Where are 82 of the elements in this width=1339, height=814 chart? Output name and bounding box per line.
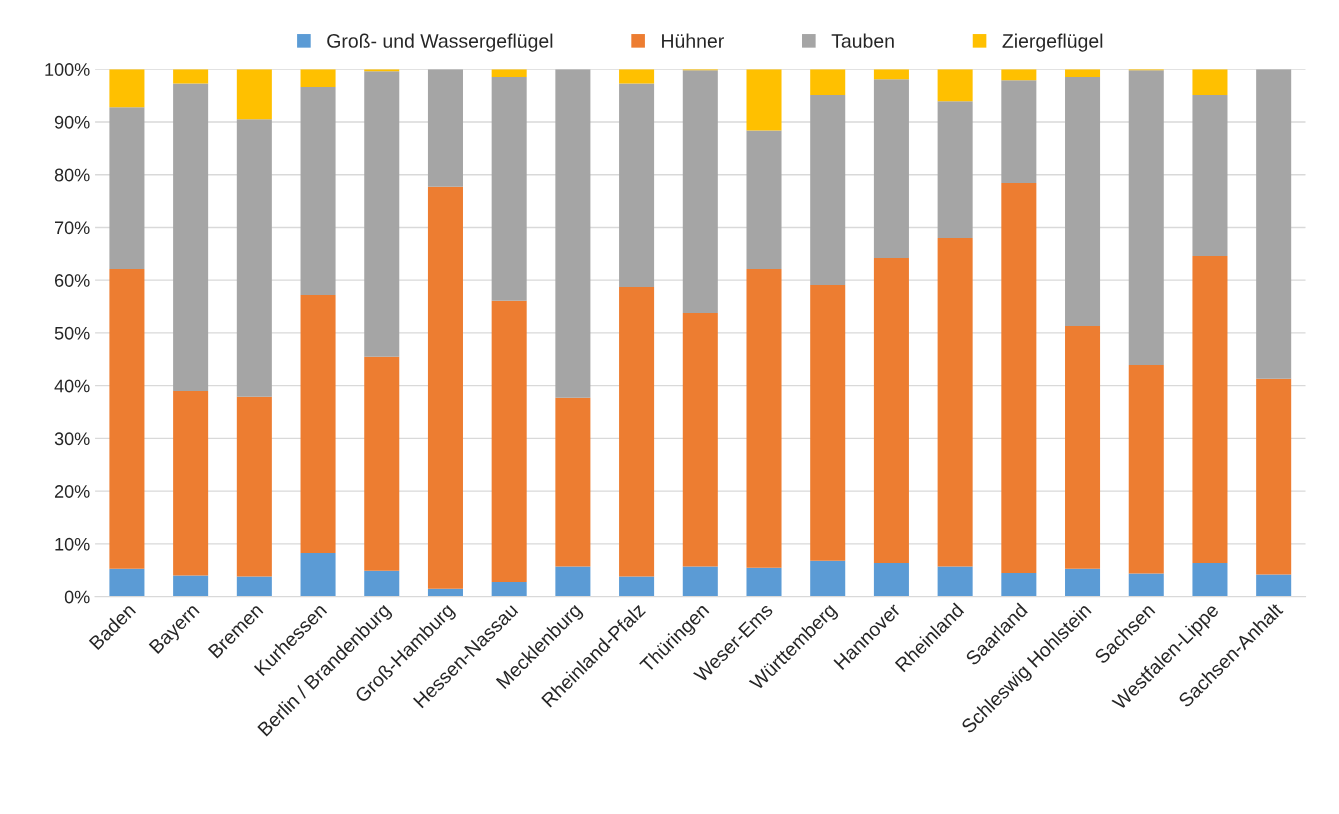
bar bbox=[364, 356, 400, 571]
bar bbox=[300, 294, 336, 553]
bar bbox=[1256, 69, 1292, 379]
bar bbox=[427, 69, 463, 187]
bar bbox=[364, 71, 400, 357]
bar bbox=[1001, 183, 1037, 573]
bar bbox=[810, 560, 846, 597]
legend-label: Hühner bbox=[662, 33, 724, 48]
bar bbox=[427, 186, 463, 589]
bar bbox=[1192, 562, 1228, 597]
bar bbox=[173, 83, 209, 391]
bar bbox=[555, 69, 591, 398]
bar bbox=[937, 69, 973, 102]
bar bbox=[873, 69, 909, 80]
bar bbox=[937, 101, 973, 238]
bar bbox=[109, 568, 145, 597]
bar bbox=[1001, 80, 1037, 184]
bar bbox=[109, 269, 145, 569]
y-tick-label: 0% bbox=[64, 590, 90, 604]
bar bbox=[746, 69, 782, 131]
y-tick-label: 40% bbox=[54, 379, 90, 393]
bar bbox=[682, 312, 718, 567]
bar bbox=[173, 575, 209, 597]
bar bbox=[873, 258, 909, 563]
bar bbox=[1128, 365, 1164, 574]
bar bbox=[746, 567, 782, 597]
bar bbox=[1001, 572, 1037, 597]
bar bbox=[1001, 69, 1037, 81]
y-tick-label: 50% bbox=[54, 326, 90, 340]
bar bbox=[682, 70, 718, 313]
bar bbox=[236, 119, 272, 397]
legend-label: Tauben bbox=[831, 33, 894, 48]
bar bbox=[1192, 255, 1228, 563]
bar bbox=[682, 566, 718, 597]
bar bbox=[109, 69, 145, 108]
bar bbox=[555, 566, 591, 597]
bar bbox=[1192, 69, 1228, 96]
bar bbox=[300, 87, 336, 295]
bar bbox=[619, 576, 655, 597]
bar bbox=[555, 397, 591, 567]
bar bbox=[1128, 573, 1164, 597]
bar bbox=[1065, 568, 1101, 597]
bar bbox=[491, 581, 527, 597]
y-tick-label: 20% bbox=[54, 485, 90, 498]
bar bbox=[1065, 326, 1101, 569]
bar bbox=[1128, 70, 1164, 366]
bar bbox=[937, 566, 973, 597]
bar bbox=[619, 287, 655, 577]
bar bbox=[236, 576, 272, 597]
y-tick-label: 30% bbox=[54, 432, 90, 446]
bar bbox=[109, 107, 145, 270]
bar bbox=[1065, 77, 1101, 327]
y-tick-label: 10% bbox=[55, 537, 90, 551]
bar bbox=[810, 284, 846, 561]
bar bbox=[1256, 574, 1292, 597]
y-tick-label: 100% bbox=[45, 63, 90, 76]
bar bbox=[1192, 95, 1228, 256]
bar bbox=[300, 552, 336, 597]
bar bbox=[236, 69, 272, 120]
bar bbox=[1256, 378, 1292, 575]
bar bbox=[810, 69, 846, 96]
bar bbox=[810, 95, 846, 285]
legend-label: Groß- und Wassergeflügel bbox=[327, 33, 553, 52]
bar bbox=[619, 69, 655, 84]
y-tick-label: 60% bbox=[54, 274, 90, 287]
bar bbox=[173, 69, 209, 84]
bar bbox=[746, 130, 782, 270]
bar bbox=[619, 83, 655, 288]
y-tick-label: 80% bbox=[54, 168, 90, 182]
bar bbox=[873, 562, 909, 597]
bar bbox=[300, 69, 336, 88]
bar bbox=[236, 396, 272, 577]
legend-label: Ziergeflügel bbox=[1002, 33, 1103, 52]
bar bbox=[364, 570, 400, 597]
y-tick-label: 90% bbox=[54, 115, 90, 129]
bar bbox=[937, 237, 973, 567]
bar bbox=[746, 269, 782, 568]
y-tick-label: 70% bbox=[55, 221, 90, 235]
bar bbox=[491, 300, 527, 582]
bar bbox=[873, 79, 909, 259]
bar bbox=[173, 390, 209, 576]
bar bbox=[491, 77, 527, 301]
